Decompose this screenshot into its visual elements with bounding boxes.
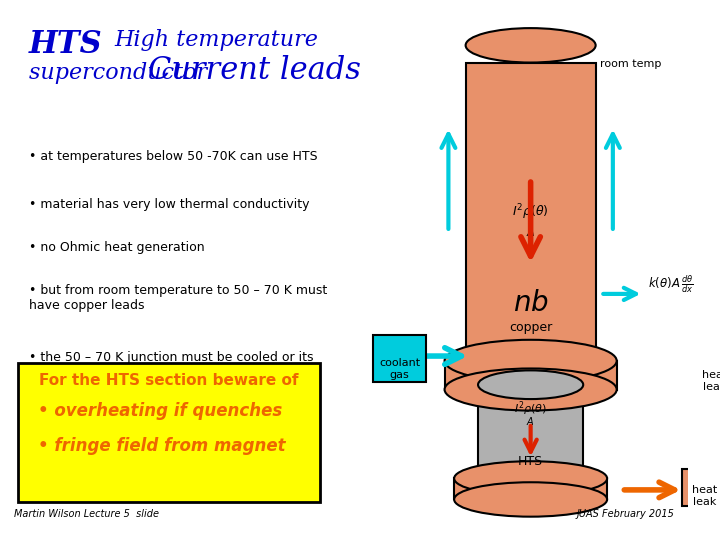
- Ellipse shape: [454, 482, 607, 517]
- Text: JUAS February 2015: JUAS February 2015: [576, 509, 674, 518]
- Text: $I^2\rho(\theta)$: $I^2\rho(\theta)$: [512, 203, 549, 222]
- Text: $k(\theta)A\,\frac{d\theta}{dx}$: $k(\theta)A\,\frac{d\theta}{dx}$: [648, 273, 693, 295]
- Text: $A$: $A$: [526, 226, 536, 238]
- Text: HTS: HTS: [518, 455, 543, 468]
- Text: High temperature: High temperature: [114, 29, 319, 51]
- Text: $\it{nb}$: $\it{nb}$: [513, 289, 549, 318]
- Text: heat
leak: heat leak: [692, 485, 717, 507]
- Text: Current leads: Current leads: [148, 55, 361, 86]
- Ellipse shape: [444, 368, 616, 410]
- Ellipse shape: [478, 466, 583, 495]
- FancyBboxPatch shape: [682, 469, 720, 506]
- Ellipse shape: [444, 340, 616, 382]
- Text: copper: copper: [509, 321, 552, 334]
- Ellipse shape: [466, 28, 595, 63]
- Text: room temp: room temp: [600, 59, 662, 70]
- Ellipse shape: [466, 348, 595, 383]
- Text: • fringe field from magnet: • fringe field from magnet: [38, 437, 286, 455]
- Text: • overheating if quenches: • overheating if quenches: [38, 402, 282, 420]
- Text: • no Ohmic heat generation: • no Ohmic heat generation: [29, 241, 204, 254]
- FancyBboxPatch shape: [691, 354, 720, 392]
- Text: • at temperatures below 50 -70K can use HTS: • at temperatures below 50 -70K can use …: [29, 151, 318, 164]
- Text: For the HTS section beware of: For the HTS section beware of: [40, 373, 299, 388]
- FancyBboxPatch shape: [373, 335, 426, 382]
- Text: $I^2\rho(\theta)$: $I^2\rho(\theta)$: [514, 400, 547, 418]
- Polygon shape: [454, 478, 607, 500]
- Text: Martin Wilson Lecture 5  slide: Martin Wilson Lecture 5 slide: [14, 509, 159, 518]
- Text: superconductor: superconductor: [29, 62, 221, 84]
- Polygon shape: [478, 399, 583, 481]
- Text: • the 50 – 70 K junction must be cooled or its
temperature will drift up and que: • the 50 – 70 K junction must be cooled …: [29, 351, 313, 379]
- Text: HTS: HTS: [29, 29, 113, 60]
- Polygon shape: [466, 63, 595, 366]
- Text: coolant
gas: coolant gas: [379, 358, 420, 380]
- Text: heat
leak: heat leak: [701, 370, 720, 392]
- Text: • material has very low thermal conductivity: • material has very low thermal conducti…: [29, 198, 309, 211]
- Ellipse shape: [454, 461, 607, 496]
- Text: • but from room temperature to 50 – 70 K must
have copper leads: • but from room temperature to 50 – 70 K…: [29, 285, 327, 312]
- Text: $A$: $A$: [526, 415, 535, 427]
- Ellipse shape: [478, 370, 583, 399]
- Polygon shape: [444, 361, 616, 389]
- FancyBboxPatch shape: [18, 363, 320, 502]
